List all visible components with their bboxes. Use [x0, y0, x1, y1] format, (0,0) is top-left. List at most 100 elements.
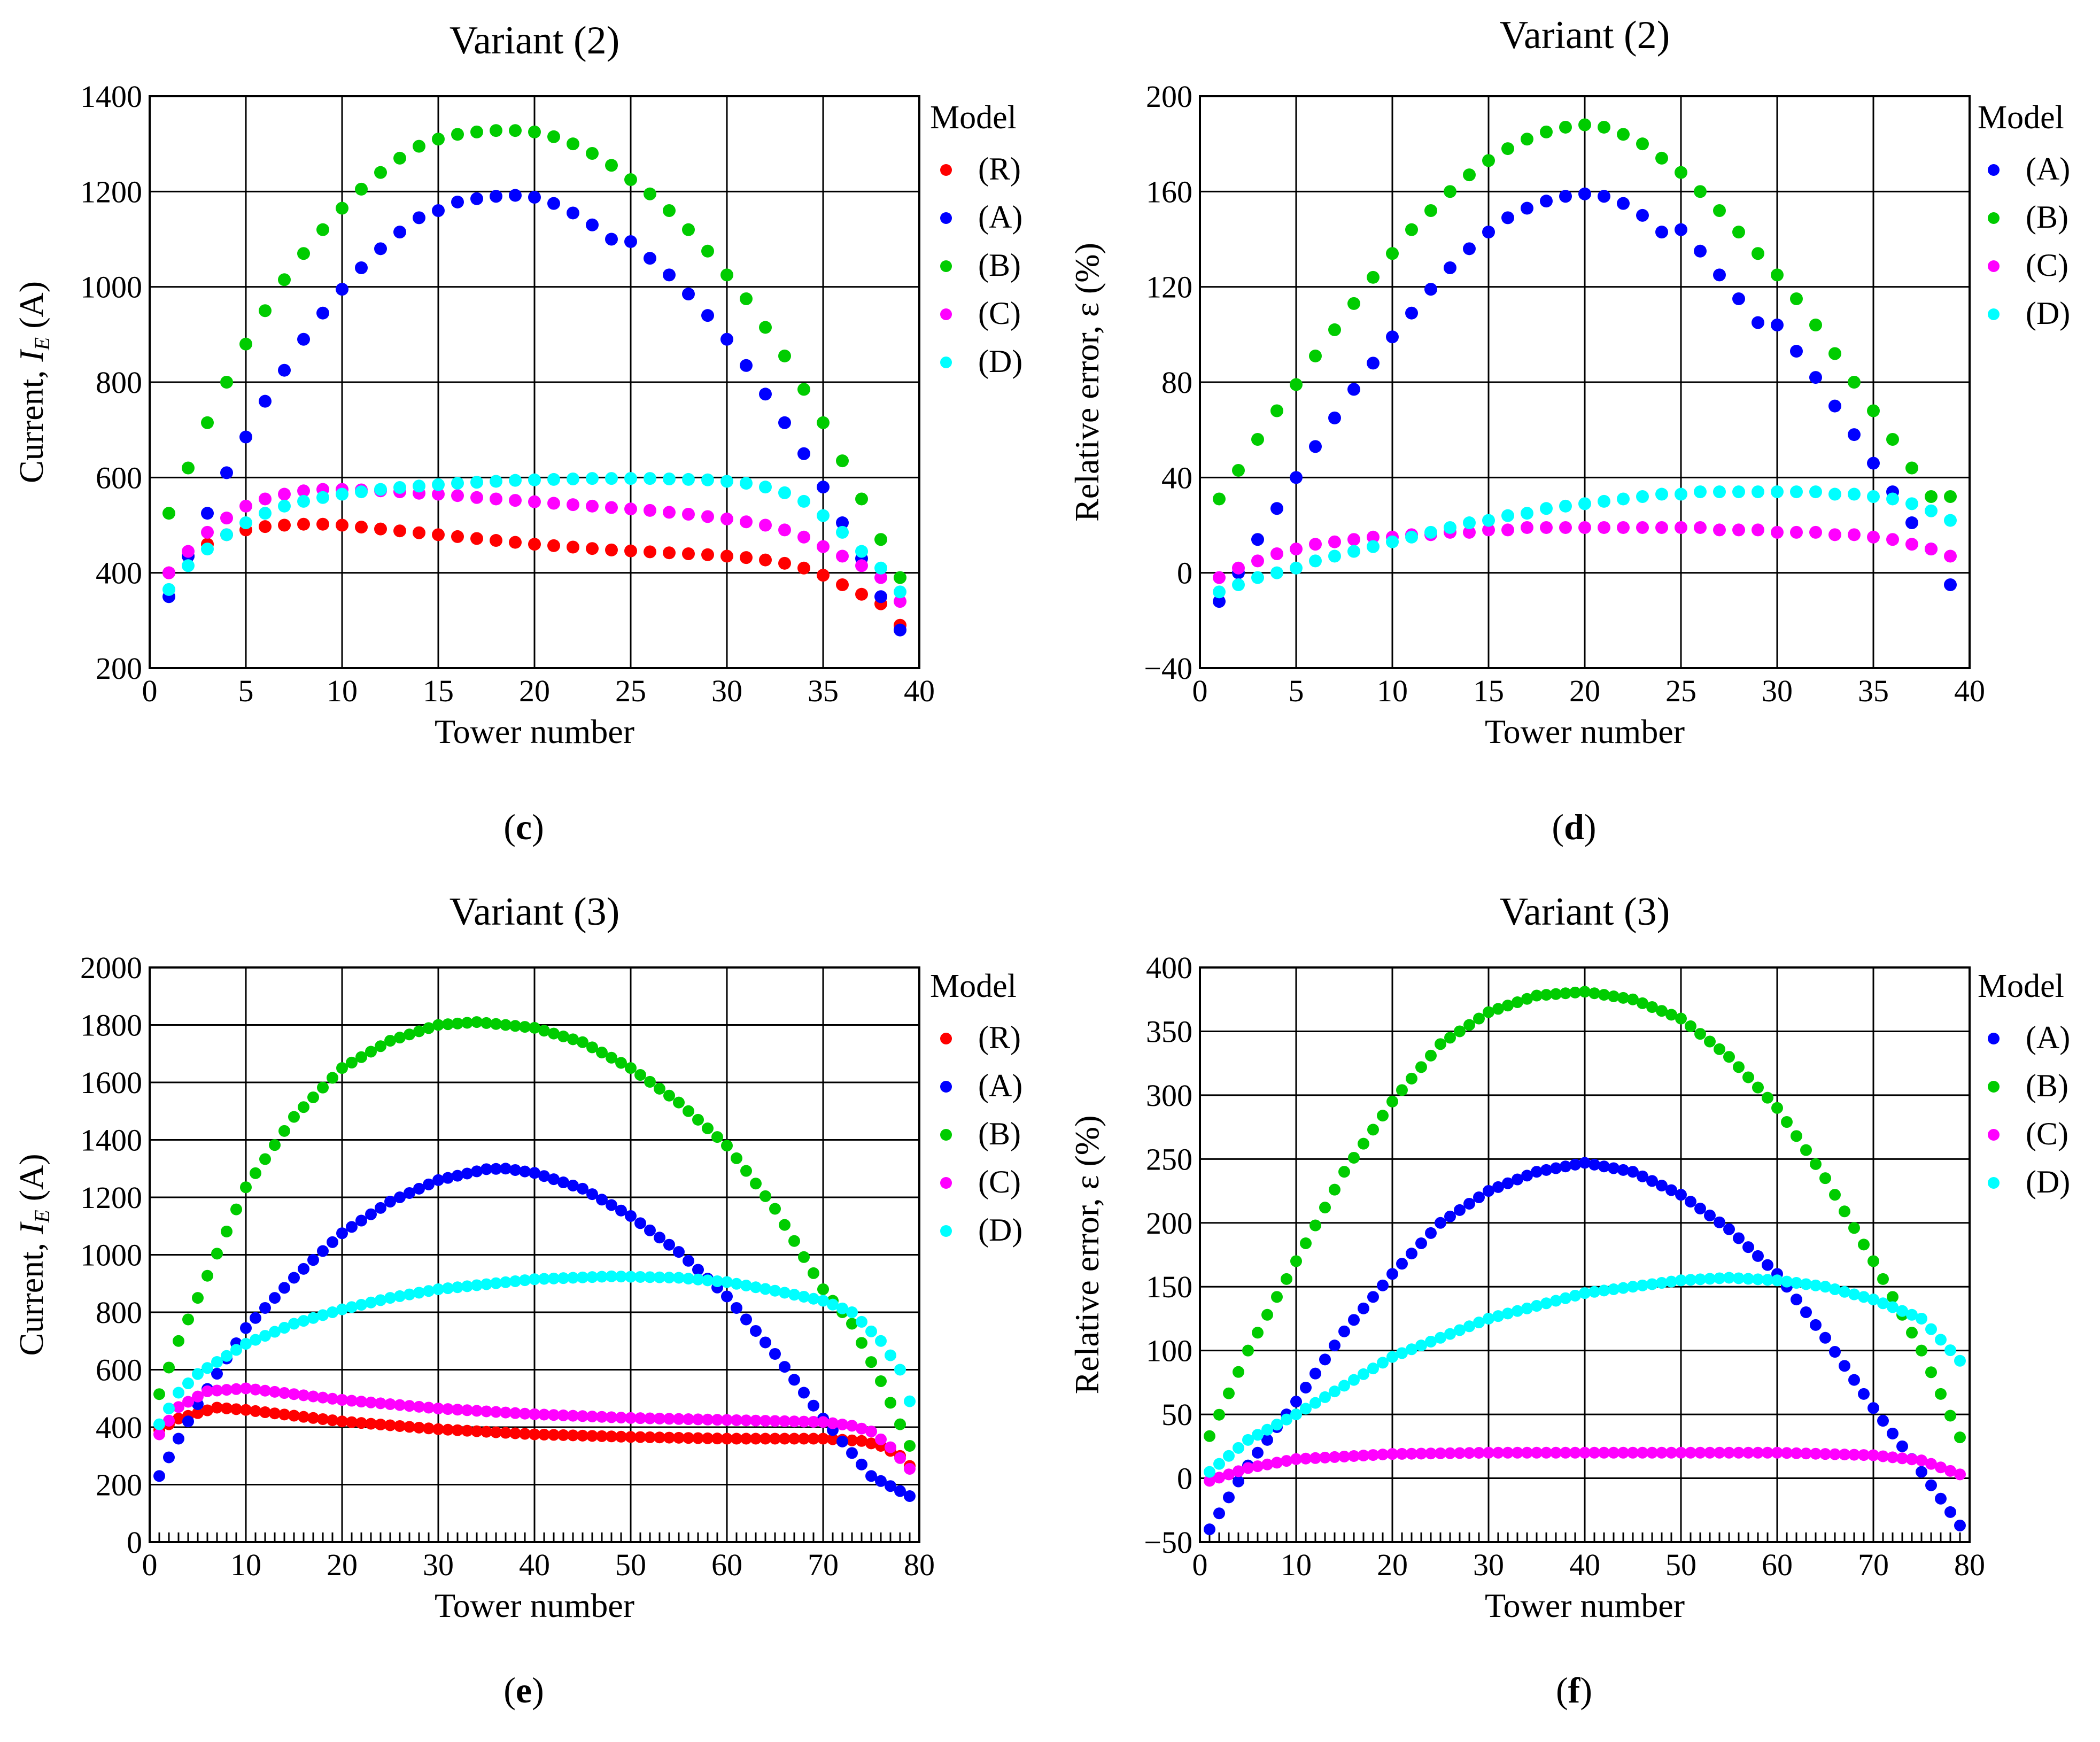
data-point	[1935, 1388, 1947, 1400]
data-point	[586, 1430, 598, 1442]
data-point	[1492, 1310, 1504, 1322]
data-point	[432, 1423, 444, 1435]
data-point	[1386, 247, 1399, 260]
data-point	[1877, 1297, 1889, 1310]
data-point	[413, 140, 425, 153]
y-tick-label: 1000	[80, 1238, 142, 1273]
legend-entry: (A)	[2026, 1020, 2070, 1055]
data-point	[874, 561, 887, 575]
data-point	[1954, 1468, 1966, 1481]
data-point	[567, 206, 579, 220]
data-point	[1819, 1448, 1831, 1460]
data-point	[451, 477, 464, 490]
data-point	[490, 124, 502, 137]
data-point	[432, 1283, 444, 1295]
data-point	[1444, 1032, 1456, 1044]
data-point	[1867, 1449, 1879, 1461]
data-point	[1588, 1158, 1600, 1171]
data-point	[278, 363, 291, 377]
data-point	[1309, 1397, 1321, 1409]
data-point	[432, 478, 445, 491]
data-point	[1559, 499, 1572, 513]
data-point	[1916, 1466, 1927, 1478]
y-tick-label: 120	[1146, 270, 1192, 305]
data-point	[211, 1248, 223, 1260]
data-point	[298, 1389, 309, 1402]
data-point	[1858, 1388, 1870, 1400]
data-point	[836, 516, 849, 530]
data-point	[163, 1414, 175, 1427]
data-point	[1925, 490, 1938, 503]
y-axis-label-var: I	[12, 349, 50, 362]
data-point	[1502, 1177, 1514, 1189]
data-point	[220, 528, 233, 541]
data-point	[1694, 521, 1707, 534]
data-point	[202, 1362, 213, 1374]
data-point	[1848, 376, 1861, 389]
data-point	[875, 1335, 887, 1347]
data-point	[211, 1356, 223, 1368]
data-point	[452, 1017, 463, 1029]
data-point	[547, 539, 560, 552]
data-point	[808, 1415, 819, 1428]
data-point	[663, 473, 676, 486]
y-tick-label: 1000	[80, 270, 142, 305]
data-point	[1916, 1312, 1927, 1325]
x-tick-label: 5	[238, 673, 254, 708]
data-point	[317, 1245, 329, 1257]
data-point	[856, 1422, 867, 1435]
y-axis-label-unit: (A)	[12, 1153, 50, 1210]
data-point	[1521, 521, 1533, 534]
data-point	[192, 1390, 204, 1403]
data-point	[182, 1313, 194, 1326]
data-point	[278, 1125, 290, 1137]
data-point	[365, 1046, 377, 1058]
data-point	[1762, 1274, 1773, 1286]
data-point	[1742, 1071, 1754, 1083]
data-point	[1762, 1446, 1773, 1459]
data-point	[1578, 521, 1591, 534]
y-axis-label-sub: E	[30, 1210, 54, 1223]
data-point	[557, 1429, 569, 1441]
data-point	[1828, 528, 1841, 541]
y-tick-label: 100	[1146, 1334, 1192, 1368]
data-point	[1396, 1347, 1408, 1359]
y-tick-label: 600	[96, 1353, 142, 1388]
data-point	[1886, 433, 1899, 446]
legend-entry: (A)	[978, 199, 1022, 235]
data-point	[885, 1441, 896, 1453]
legend-title: Model	[1978, 99, 2064, 136]
data-point	[720, 268, 733, 282]
data-point	[528, 125, 541, 138]
data-point	[1944, 514, 1957, 527]
data-point	[624, 544, 637, 558]
data-point	[529, 1167, 540, 1179]
data-point	[1848, 528, 1861, 541]
data-point	[1424, 283, 1437, 296]
data-point	[673, 1431, 685, 1444]
data-point	[1521, 1302, 1533, 1314]
data-point	[1223, 1468, 1235, 1481]
data-point	[894, 1485, 906, 1497]
x-tick-label: 20	[327, 1547, 358, 1582]
data-point	[1521, 1170, 1533, 1182]
series-D	[1204, 1272, 1966, 1478]
y-tick-label: 400	[1146, 950, 1192, 985]
data-point	[1261, 1423, 1273, 1436]
data-point	[1358, 1137, 1369, 1150]
data-point	[1713, 523, 1726, 537]
data-point	[374, 242, 387, 256]
data-point	[1925, 504, 1938, 517]
data-point	[1290, 1396, 1302, 1408]
data-point	[1482, 523, 1495, 537]
data-point	[769, 1415, 781, 1427]
data-point	[1405, 306, 1418, 320]
data-point	[509, 1407, 521, 1419]
data-point	[221, 1384, 233, 1396]
legend-marker	[1988, 164, 2000, 176]
data-point	[365, 1418, 377, 1430]
data-point	[297, 247, 310, 260]
data-point	[221, 1225, 233, 1237]
data-point	[1694, 485, 1707, 499]
y-tick-label: 200	[1146, 79, 1192, 114]
